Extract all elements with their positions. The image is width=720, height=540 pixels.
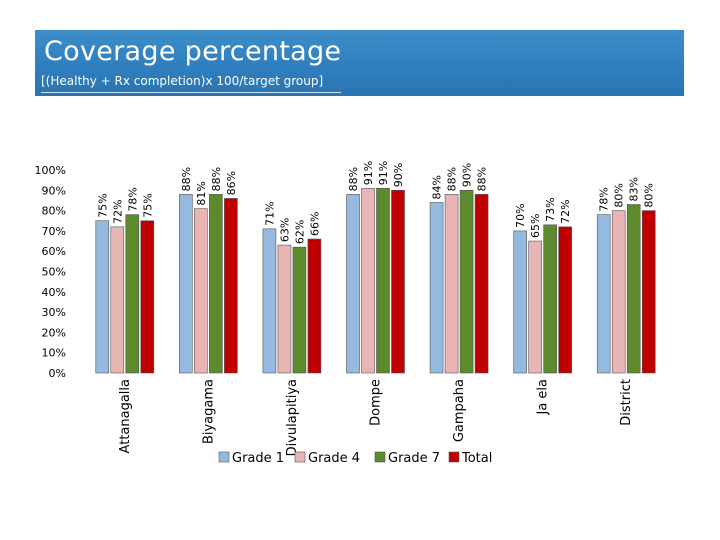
bar-grade-1 — [429, 202, 444, 374]
y-tick-label: 100% — [35, 164, 66, 177]
y-tick-label: 70% — [42, 225, 66, 238]
y-tick-label: 20% — [42, 326, 66, 339]
bar-total — [140, 220, 155, 374]
bar-grade-7 — [459, 190, 474, 374]
y-tick-label: 30% — [42, 306, 66, 319]
legend-swatch — [218, 451, 230, 463]
category-label: Biyagama — [201, 379, 216, 444]
bar-total — [474, 194, 489, 374]
bar-grade-1 — [596, 214, 611, 374]
page-subtitle: [(Healthy + Rx completion)x 100/target g… — [41, 74, 324, 88]
data-label: 88% — [446, 167, 459, 191]
bar-grade-4 — [194, 208, 208, 374]
data-label: 88% — [347, 167, 360, 191]
data-label: 65% — [529, 214, 542, 238]
y-tick-label: 0% — [49, 367, 66, 380]
data-label: 78% — [126, 187, 139, 211]
bar-grade-1 — [346, 194, 360, 374]
bar-total — [391, 190, 405, 374]
category-label: Ja ela — [536, 379, 551, 416]
data-label: 70% — [514, 203, 527, 227]
data-label: 88% — [210, 167, 223, 191]
category-label: District — [619, 379, 634, 426]
y-tick-label: 40% — [42, 286, 66, 299]
data-label: 88% — [476, 167, 489, 191]
data-label: 75% — [141, 193, 154, 217]
legend-swatch — [448, 451, 460, 463]
bar-grade-1 — [262, 228, 277, 374]
y-tick-label: 50% — [42, 266, 66, 279]
bar-grade-1 — [179, 194, 193, 374]
data-label: 78% — [598, 187, 611, 211]
bar-grade-7 — [125, 214, 140, 374]
y-tick-label: 90% — [42, 184, 66, 197]
bar-grade-1 — [95, 220, 110, 374]
bar-grade-4 — [611, 210, 626, 374]
legend-label: Grade 4 — [308, 451, 360, 466]
bar-grade-7 — [543, 224, 557, 374]
data-label: 86% — [225, 171, 238, 195]
category-label: Divulapitiya — [285, 379, 300, 456]
legend-label: Total — [461, 451, 492, 466]
bar-grade-7 — [376, 187, 390, 374]
data-label: 80% — [643, 183, 656, 207]
bar-grade-1 — [513, 230, 527, 374]
data-label: 75% — [96, 193, 109, 217]
bar-grade-4 — [361, 187, 375, 374]
legend-label: Grade 1 — [232, 451, 284, 466]
bar-grade-7 — [209, 194, 223, 374]
category-label: Gampaha — [452, 379, 467, 442]
bar-grade-4 — [528, 240, 542, 374]
bar-total — [641, 210, 656, 374]
data-label: 90% — [461, 163, 474, 187]
data-label: 72% — [559, 199, 572, 223]
legend-swatch — [374, 451, 386, 463]
bar-grade-4 — [277, 244, 292, 374]
bar-total — [558, 226, 572, 374]
subtitle-underline — [41, 92, 341, 93]
category-label: Dompe — [369, 379, 384, 426]
data-label: 63% — [278, 218, 291, 242]
bar-grade-7 — [292, 246, 307, 374]
y-tick-label: 60% — [42, 245, 66, 258]
data-label: 80% — [613, 183, 626, 207]
title-banner: Coverage percentage [(Healthy + Rx compl… — [35, 30, 684, 96]
y-tick-label: 80% — [42, 205, 66, 218]
category-label: Attanagalla — [118, 379, 133, 453]
data-label: 72% — [111, 199, 124, 223]
y-tick-label: 10% — [42, 347, 66, 360]
data-label: 83% — [628, 177, 641, 201]
data-label: 88% — [180, 167, 193, 191]
bar-total — [307, 238, 322, 374]
legend-swatch — [294, 451, 306, 463]
data-label: 91% — [377, 161, 390, 185]
page-title: Coverage percentage — [44, 36, 342, 67]
bar-grade-7 — [626, 204, 641, 374]
data-label: 66% — [308, 212, 321, 236]
data-label: 71% — [263, 201, 276, 225]
bar-total — [224, 198, 238, 374]
data-label: 90% — [392, 163, 405, 187]
data-label: 73% — [544, 197, 557, 221]
data-label: 62% — [293, 220, 306, 244]
bar-grade-4 — [444, 194, 459, 374]
bar-grade-4 — [110, 226, 125, 374]
data-label: 81% — [195, 181, 208, 205]
legend-label: Grade 7 — [388, 451, 440, 466]
data-label: 91% — [362, 161, 375, 185]
data-label: 84% — [431, 175, 444, 199]
